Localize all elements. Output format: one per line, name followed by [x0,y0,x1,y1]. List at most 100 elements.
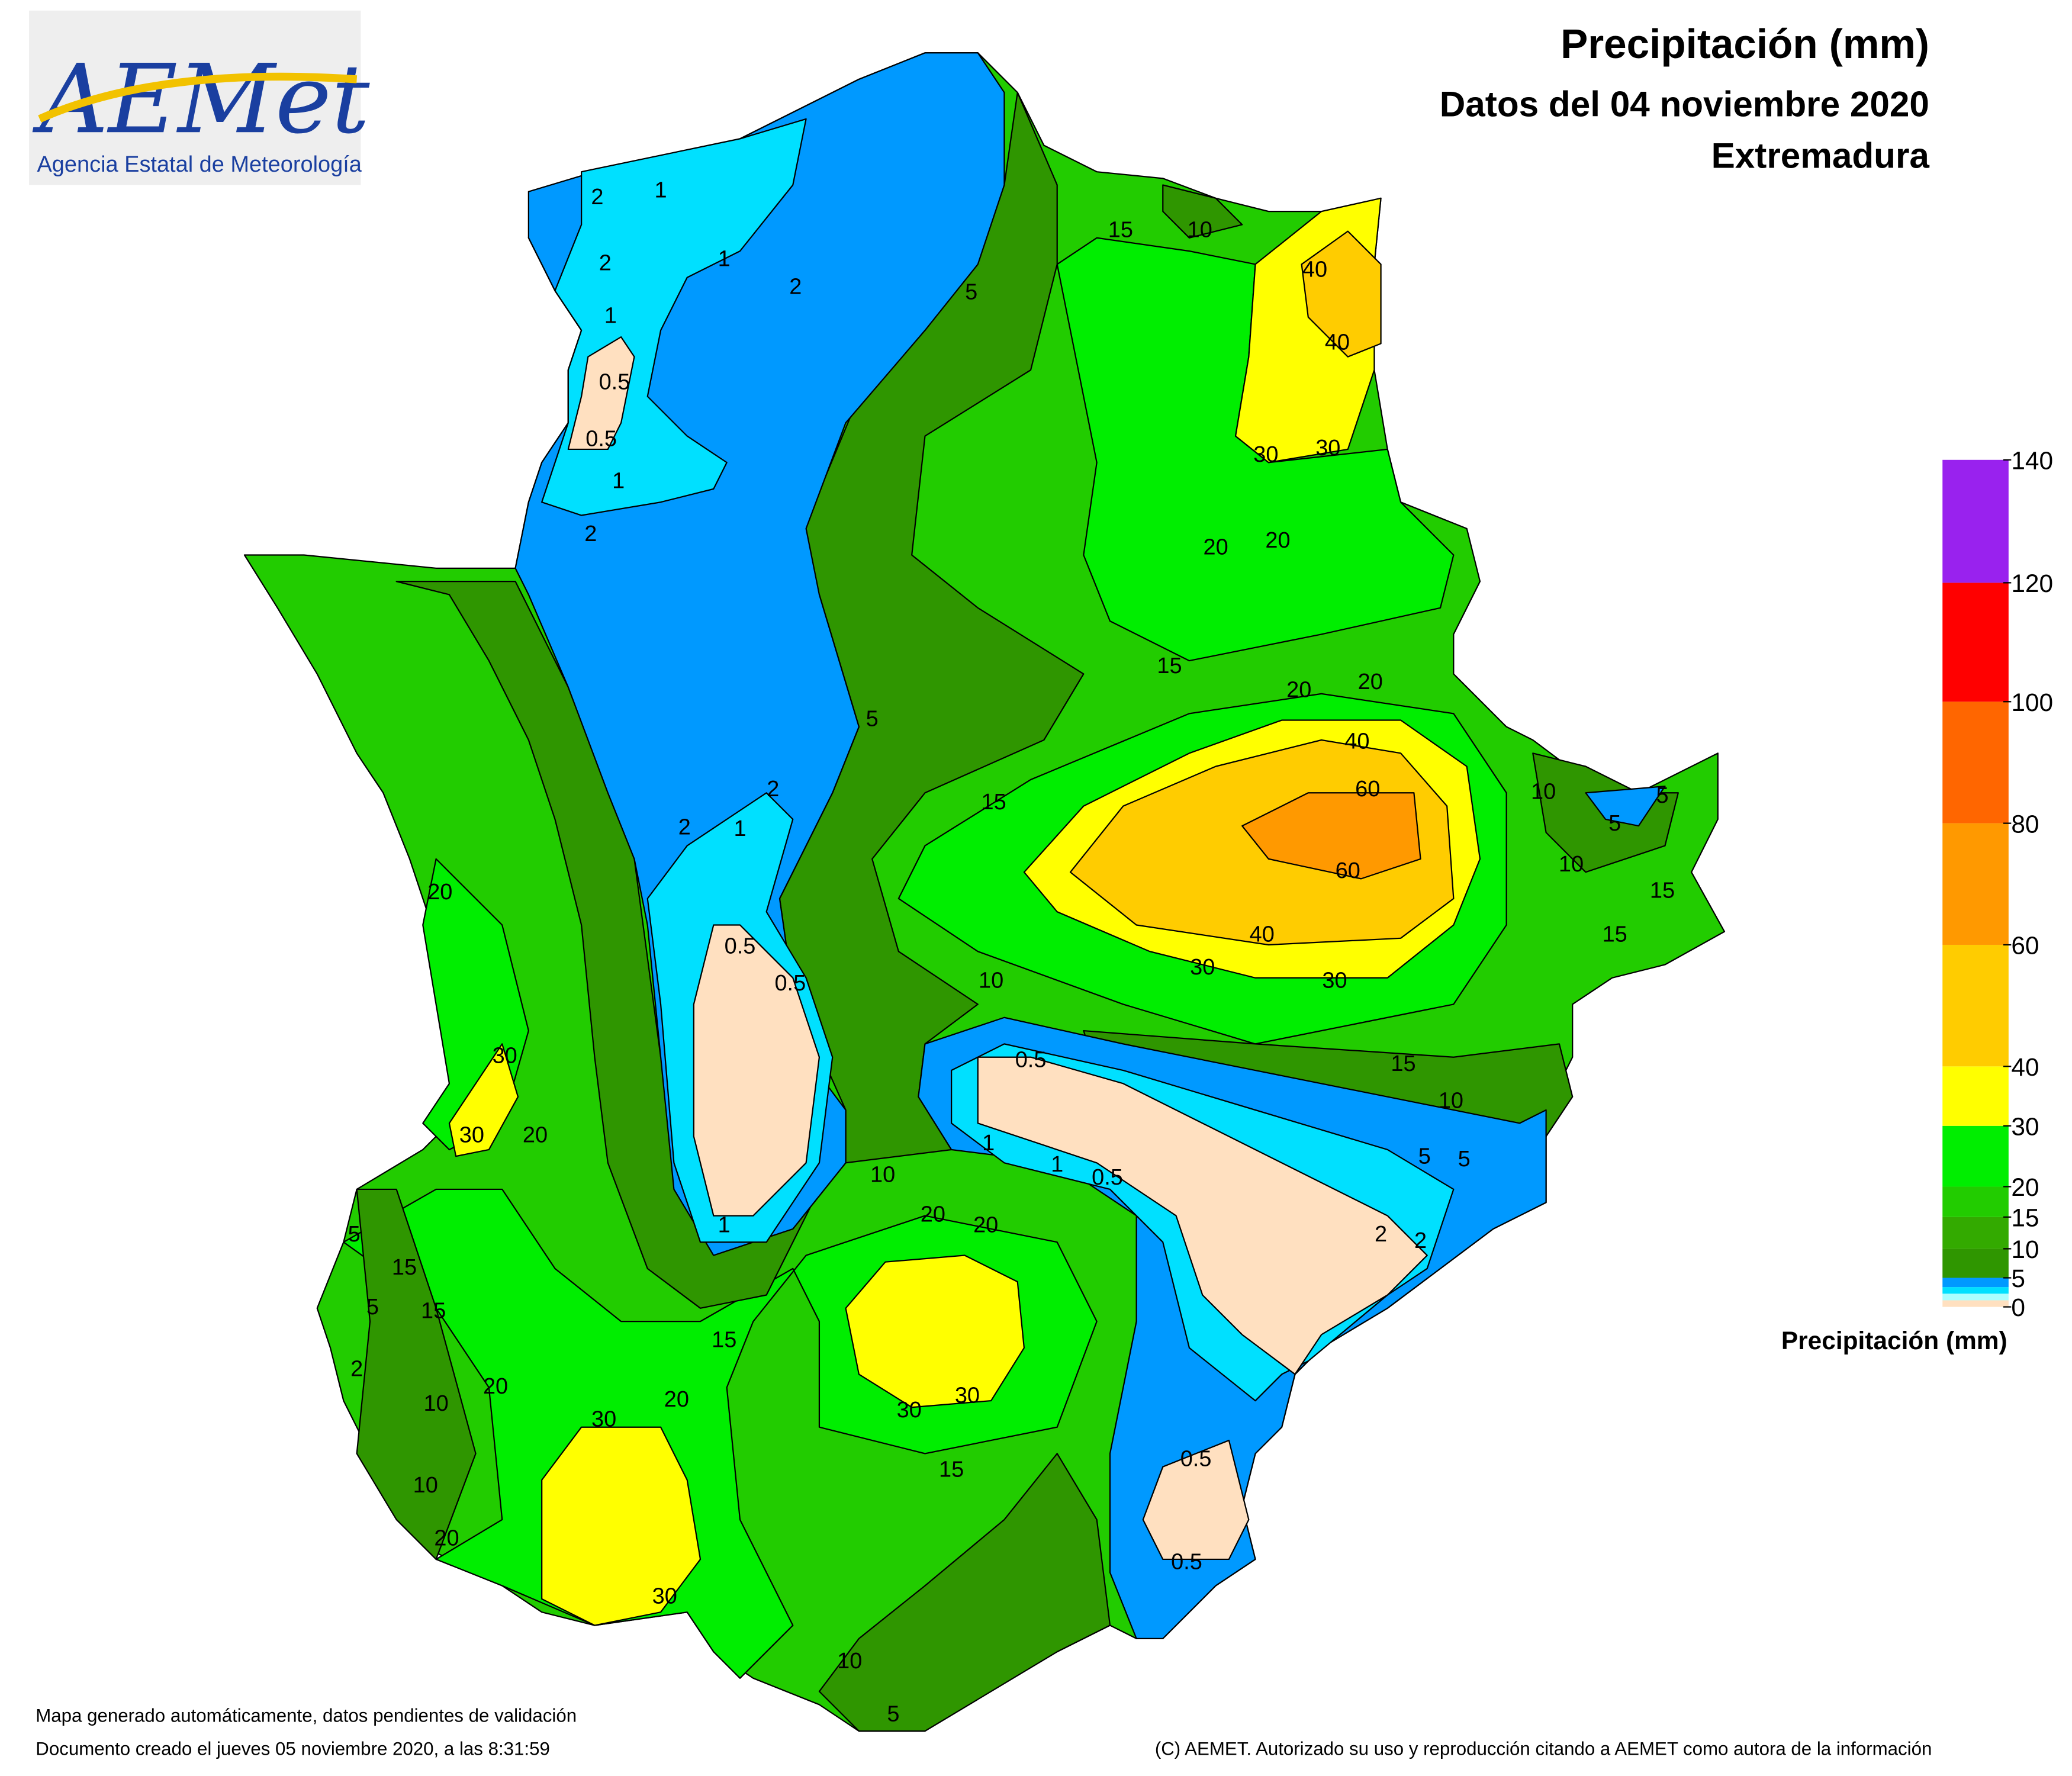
contour-label: 30 [955,1383,980,1408]
legend-band [1942,1278,2009,1288]
contour-label: 10 [1188,218,1212,243]
footer-created: Documento creado el jueves 05 noviembre … [36,1738,550,1759]
contour-label: 30 [1253,442,1278,467]
zone [845,1254,1025,1408]
zone [693,924,821,1217]
legend-band [1942,1287,2009,1294]
contour-label: 0.5 [725,934,756,958]
legend-band [1942,1125,2009,1187]
logo-swoosh [38,72,358,123]
contour-label: 0.5 [1015,1047,1047,1072]
contour-label: 10 [870,1163,895,1188]
contour-label: 10 [424,1391,449,1416]
contour-label: 2 [767,777,779,802]
contour-label: 60 [1355,777,1380,802]
contour-label: 1 [733,816,746,841]
contour-label: 5 [866,707,879,732]
contour-label: 30 [493,1044,517,1069]
zone [448,1043,519,1157]
contour-label: 20 [483,1374,508,1399]
contour-label: 5 [348,1222,361,1247]
contour-label: 15 [1391,1051,1415,1076]
contour-label: 10 [1559,852,1584,877]
contour-label: 20 [434,1526,459,1550]
legend-tick-label: 80 [2011,810,2039,838]
legend-band [1942,1294,2009,1301]
contour-label: 1 [1051,1152,1063,1177]
legend-tick-label: 5 [2011,1265,2025,1292]
contour-label: 15 [712,1328,736,1353]
zone [1585,786,1666,827]
zone [541,1426,702,1626]
legend-band [1942,1249,2009,1278]
contour-label: 30 [1322,968,1347,993]
contour-label: 5 [366,1295,379,1320]
contour-label: 1 [604,304,617,329]
contour-label: 2 [350,1357,363,1382]
contour-label: 5 [1418,1144,1431,1169]
legend-title: Precipitación (mm) [1781,1327,2007,1354]
contour-label: 15 [421,1299,446,1324]
contour-label: 2 [591,185,603,210]
zone [1301,230,1382,358]
contour-label: 1 [718,1212,731,1237]
legend-band [1942,1217,2009,1249]
contour-label: 40 [1302,258,1327,282]
contour-label: 2 [1414,1228,1427,1253]
legend-tick-label: 140 [2011,446,2053,474]
zone [1056,237,1455,662]
zone [1241,792,1421,880]
legend-band [1942,702,2009,823]
contour-label: 30 [1315,436,1340,461]
contour-label: 20 [1286,677,1311,702]
legend-band [1942,459,2009,583]
zone [818,1453,1111,1732]
legend-tick-label: 0 [2011,1294,2025,1321]
contour-label: 10 [979,968,1003,993]
contour-label: 1 [718,247,731,272]
contour-label: 2 [678,815,691,840]
legend-tick-label: 30 [2011,1112,2039,1140]
contour-label: 5 [887,1701,899,1726]
contour-label: 15 [939,1457,964,1482]
title: Precipitación (mm) [1561,21,1929,67]
legend-band [1942,1186,2009,1217]
contour-label: 20 [427,880,452,905]
legend-band [1942,823,2009,945]
contour-label: 20 [921,1202,945,1227]
contour-label: 2 [584,522,597,546]
legend-tick-label: 100 [2011,688,2053,716]
contour-label: 40 [1250,922,1275,947]
contour-label: 15 [1157,654,1182,678]
contour-label: 20 [664,1387,689,1412]
zone [567,336,635,451]
zone [977,1056,1428,1375]
subtitle: Datos del 04 noviembre 2020 [1440,83,1929,124]
contour-label: 60 [1336,858,1360,883]
contour-label: 20 [523,1123,548,1148]
contour-label: 30 [459,1123,484,1148]
contour-label: 0.5 [599,369,630,394]
legend-tick-label: 15 [2011,1204,2039,1231]
contour-label: 5 [1608,811,1621,836]
legend-band [1942,1300,2009,1307]
contour-label: 40 [1344,729,1369,754]
legend-tick-label: 10 [2011,1236,2039,1263]
contour-label: 5 [965,280,977,305]
legend-tick-label: 120 [2011,570,2053,597]
logo-box [29,10,361,185]
contour-label: 0.5 [1171,1550,1202,1575]
contour-label: 30 [897,1398,922,1423]
contour-label: 10 [413,1473,438,1498]
contour-label: 2 [1375,1222,1387,1247]
region: Extremadura [1711,135,1930,175]
zone [1142,1439,1250,1561]
legend-band [1942,944,2009,1067]
contour-label: 2 [599,250,612,275]
contour-label: 20 [1358,670,1383,694]
contour-label: 15 [1108,218,1133,243]
